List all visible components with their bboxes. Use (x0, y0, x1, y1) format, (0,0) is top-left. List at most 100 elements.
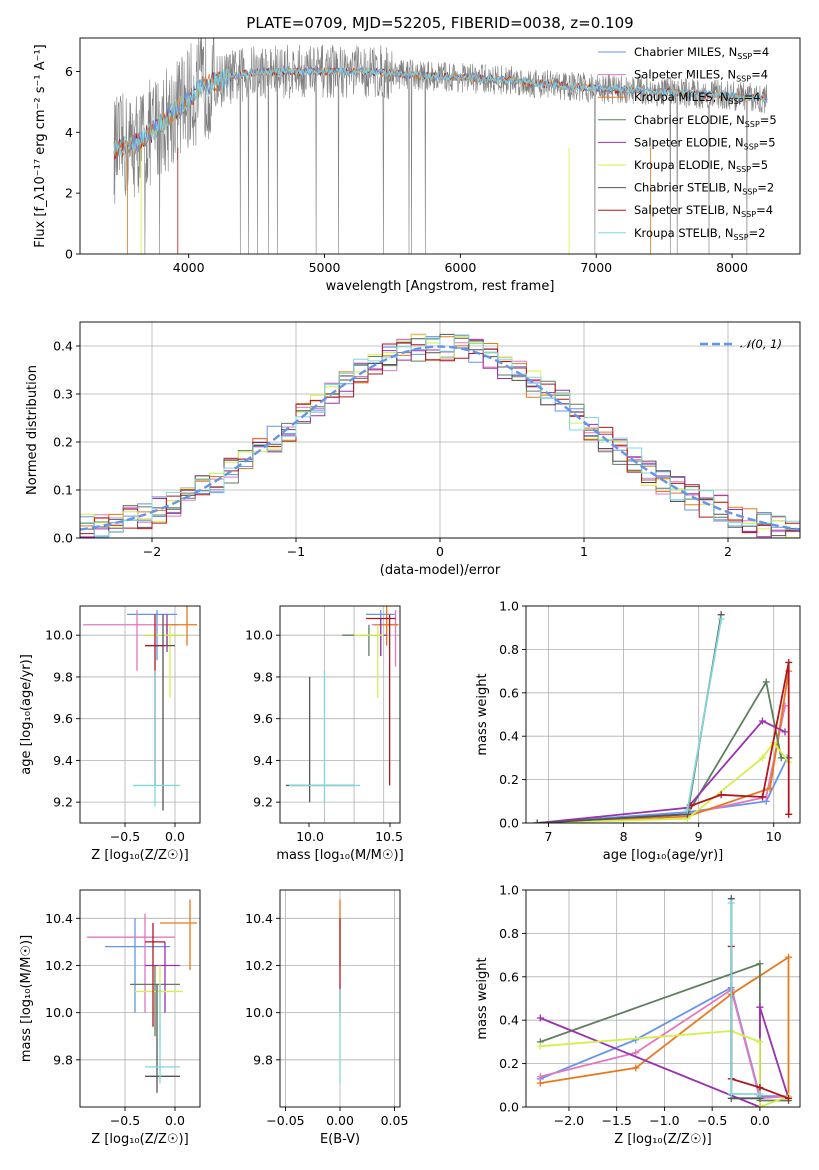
legend-suffix: =5 (751, 158, 768, 172)
marker-salpeter_miles (632, 1049, 640, 1057)
y-tick-label: 0.6 (499, 969, 519, 984)
y-tick-label: 9.6 (253, 711, 273, 726)
y-tick-label: 10.4 (245, 911, 273, 926)
marker-chabrier_miles (632, 1036, 640, 1044)
plot-area (536, 895, 793, 1107)
y-tick-label: 10.2 (245, 958, 273, 973)
marker-salpeter_stelib (717, 791, 725, 799)
y-tick-label: 9.2 (253, 795, 273, 810)
figure-title: PLATE=0709, MJD=52205, FIBERID=0038, z=0… (246, 14, 633, 32)
y-tick-label: 9.8 (253, 669, 273, 684)
y-axis-label: Flux [f_λ10⁻¹⁷ erg cm⁻² s⁻¹ A⁻¹] (33, 44, 48, 248)
mass-weight-vs-age-panel: 7 8 9 10 0.0 0.2 0.4 0.6 0.8 1.0 age [log₁₀(age/yr… (475, 599, 801, 863)
x-tick-label: 2 (724, 544, 732, 559)
axes-frame (79, 605, 201, 824)
plot-area (87, 899, 197, 1093)
x-tick-label: −1 (287, 544, 305, 559)
marker-kroupa_miles (536, 1079, 544, 1087)
y-tick-label: 9.8 (53, 1052, 73, 1067)
legend-label-chabrier_miles: Chabrier MILES, NSSP=4 (634, 45, 769, 61)
y-tick-label: 0 (65, 247, 73, 262)
x-axis-label: E(B-V) (320, 1132, 360, 1147)
legend-subscript: SSP (736, 75, 751, 84)
mass-weight-vs-z-panel: −2.0 −1.5 −1.0 −0.5 0.0 0.0 0.2 0.4 0.6 0.8 1.0 Z [… (475, 883, 801, 1147)
legend-subscript: SSP (742, 188, 757, 197)
marker-kroupa_stelib (683, 806, 691, 814)
axes-frame (525, 605, 801, 824)
x-axis-label: age [log₁₀(age/yr)] (603, 848, 724, 863)
plot-area (83, 606, 197, 811)
axes-frame (79, 889, 201, 1108)
x-tick-label: −2 (143, 544, 161, 559)
legend-suffix: =2 (757, 181, 774, 195)
marker-kroupa_miles (632, 1064, 640, 1072)
marker-chabrier_elodie (756, 960, 764, 968)
x-axis-label: (data-model)/error (380, 563, 501, 578)
marker-salpeter_stelib (785, 1094, 793, 1102)
x-tick-label: −0.5 (110, 1113, 140, 1128)
plot-area (533, 611, 793, 823)
y-tick-label: 9.6 (53, 711, 73, 726)
y-tick-label: 0.3 (53, 387, 73, 402)
y-tick-label: 0.0 (499, 816, 519, 831)
mass-vs-z-panel: −0.5 0.0 9.8 10.0 10.2 10.4 Z [log₁₀(Z/Z☉)] mas… (19, 889, 201, 1147)
plot-area (80, 333, 800, 538)
y-tick-label: 0.6 (499, 685, 519, 700)
y-axis-label: mass weight (475, 673, 490, 755)
x-axis-label: Z [log₁₀(Z/Z☉)] (614, 1132, 711, 1147)
x-tick-label: 1 (580, 544, 588, 559)
age-vs-z-panel: −0.5 0.0 9.2 9.4 9.6 9.8 10.0 Z [log₁₀(Z/Z☉)] ag… (19, 605, 201, 863)
x-axis-label: mass [log₁₀(M/M☉)] (276, 848, 403, 863)
x-tick-label: 8000 (716, 260, 748, 275)
x-tick-label: 6000 (444, 260, 476, 275)
legend-label-chabrier_stelib: Chabrier STELIB, NSSP=2 (634, 181, 774, 197)
marker-kroupa_stelib (727, 899, 735, 907)
plot-area (113, 38, 768, 254)
y-tick-label: 0.8 (499, 642, 519, 657)
y-tick-label: 0.4 (499, 729, 519, 744)
x-tick-label: 0.05 (381, 1113, 409, 1128)
y-tick-label: 4 (65, 125, 73, 140)
gaussian-curve (80, 345, 800, 531)
y-tick-label: 9.8 (53, 669, 73, 684)
legend-label-kroupa_stelib: Kroupa STELIB, NSSP=2 (634, 226, 765, 242)
y-axis-label: Normed distribution (25, 365, 40, 495)
legend-label-chabrier_elodie: Chabrier ELODIE, NSSP=5 (634, 113, 777, 129)
x-axis-label: wavelength [Angstrom, rest frame] (326, 279, 555, 294)
x-tick-label: −1.0 (649, 1113, 679, 1128)
legend-suffix: =5 (759, 135, 776, 149)
legend-suffix: =4 (752, 45, 769, 59)
y-tick-label: 9.2 (53, 795, 73, 810)
marker-kroupa_miles (785, 953, 793, 961)
x-tick-label: 7000 (580, 260, 612, 275)
marker-kroupa_elodie (758, 754, 766, 762)
age-vs-mass-panel: 9.2 9.4 9.6 9.8 10.0 10.0 10.5 mass [log₁₀(M/M☉… (245, 605, 404, 863)
y-tick-label: 0.1 (53, 483, 73, 498)
ebv-panel: −0.05 0.00 0.05 9.8 10.0 10.2 10.4 E(B-V) (245, 889, 409, 1147)
x-tick-label: −0.5 (110, 829, 140, 844)
model-spectrum-kroupa_stelib (113, 66, 768, 158)
y-tick-label: 10.0 (245, 1005, 273, 1020)
marker-salpeter_stelib (756, 1083, 764, 1091)
axes-frame (79, 321, 801, 539)
marker-kroupa_elodie (536, 1042, 544, 1050)
legend-label-salpeter_stelib: Salpeter STELIB, NSSP=4 (634, 203, 773, 219)
x-tick-label: −0.5 (697, 1113, 727, 1128)
y-tick-label: 10.0 (45, 1005, 73, 1020)
x-tick-label: 5000 (309, 260, 341, 275)
legend-subscript: SSP (729, 97, 744, 106)
line-chabrier_stelib (537, 614, 723, 823)
legend-label-kroupa_elodie: Kroupa ELODIE, NSSP=5 (634, 158, 768, 174)
x-tick-label: −0.05 (266, 1113, 304, 1128)
legend-label-salpeter_elodie: Salpeter ELODIE, NSSP=5 (634, 135, 776, 151)
axes-frame (279, 605, 401, 824)
line-salpeter_elodie (537, 719, 786, 823)
x-tick-label: 0.0 (165, 1113, 185, 1128)
y-axis-label: mass [log₁₀(M/M☉)] (19, 935, 34, 1062)
legend-label-salpeter_miles: Salpeter MILES, NSSP=4 (634, 68, 768, 84)
legend-subscript: SSP (741, 210, 756, 219)
y-tick-label: 1.0 (499, 883, 519, 898)
marker-kroupa_stelib (727, 1090, 735, 1098)
marker-chabrier_elodie (762, 678, 770, 686)
marker-salpeter_elodie (758, 717, 766, 725)
